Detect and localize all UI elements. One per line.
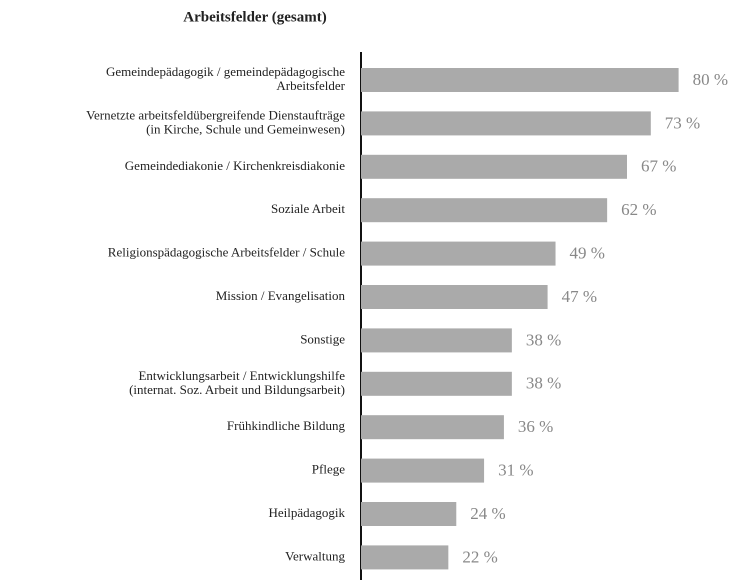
value-label: 67 %	[641, 157, 676, 176]
category-label: Frühkindliche Bildung	[227, 418, 346, 433]
category-label: Soziale Arbeit	[271, 201, 345, 216]
value-label: 38 %	[526, 330, 561, 349]
category-label: Gemeindediakonie / Kirchenkreisdiakonie	[125, 158, 345, 173]
value-label: 36 %	[518, 417, 553, 436]
value-label: 62 %	[621, 200, 656, 219]
category-label: Sonstige	[300, 331, 345, 346]
chart-title: Arbeitsfelder (gesamt)	[183, 9, 326, 25]
bar	[361, 502, 457, 526]
value-label: 47 %	[562, 287, 597, 306]
category-label: Gemeindepädagogik / gemeindepädagogische…	[106, 64, 346, 93]
category-label: Mission / Evangelisation	[216, 288, 346, 303]
value-label: 49 %	[570, 244, 605, 263]
bar	[361, 198, 608, 223]
value-label: 24 %	[470, 504, 505, 523]
value-label: 38 %	[526, 374, 561, 393]
value-label: 22 %	[462, 547, 497, 566]
bar	[361, 458, 485, 483]
category-label: Religionspädagogische Arbeitsfelder / Sc…	[108, 245, 345, 260]
category-label: Verwaltung	[285, 548, 345, 563]
bar	[361, 285, 548, 309]
bar	[361, 328, 512, 353]
category-label: Pflege	[312, 462, 345, 477]
category-label: Entwicklungsarbeit / Entwicklungshilfe (i…	[129, 368, 345, 397]
bar	[361, 415, 504, 440]
value-label: 73 %	[665, 113, 700, 132]
bar	[361, 154, 627, 179]
bar	[361, 241, 556, 266]
value-label: 80 %	[693, 70, 728, 89]
bar	[361, 545, 449, 570]
category-label: Heilpädagogik	[268, 505, 345, 520]
value-label: 31 %	[498, 461, 533, 480]
category-label: Vernetzte arbeitsfeldübergreifende Diens…	[86, 107, 345, 136]
bar	[361, 68, 679, 92]
bar	[361, 111, 651, 136]
bar	[361, 371, 512, 396]
